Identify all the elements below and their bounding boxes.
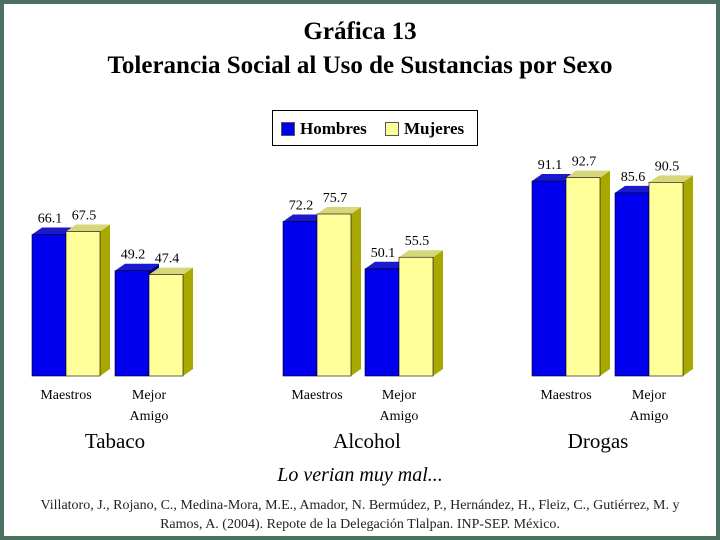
- data-label-mujeres-2: 75.7: [323, 191, 348, 206]
- group-label-tabaco: Tabaco: [85, 429, 145, 453]
- bar-top-hombres-4: [532, 174, 576, 182]
- bar-hombres-0: [31, 234, 67, 377]
- bar-top-hombres-0: [32, 227, 76, 235]
- legend-swatch-hombres: [281, 122, 295, 136]
- data-label-hombres-5: 85.6: [621, 170, 646, 185]
- bar-top-hombres-2: [283, 214, 327, 222]
- bar-top-mujeres-5: [649, 175, 693, 183]
- data-label-mujeres-5: 90.5: [655, 159, 680, 174]
- bar-mujeres-1: [148, 274, 184, 377]
- bar-top-mujeres-2: [317, 207, 361, 215]
- category-label-4-0: Maestros: [540, 388, 591, 403]
- category-label-3-1: Amigo: [380, 409, 419, 424]
- bar-side-mujeres-1: [183, 267, 193, 376]
- bar-hombres-1: [114, 270, 150, 377]
- category-label-3-0: Mejor: [382, 388, 417, 403]
- bar-mujeres-4: [565, 177, 601, 377]
- bar-side-mujeres-2: [351, 207, 361, 376]
- data-label-hombres-0: 66.1: [38, 212, 63, 227]
- bar-side-mujeres-4: [600, 170, 610, 376]
- data-label-mujeres-3: 55.5: [405, 234, 430, 249]
- bar-top-hombres-1: [115, 263, 159, 271]
- bar-side-mujeres-0: [100, 224, 110, 376]
- legend-label-hombres: Hombres: [300, 119, 367, 138]
- bar-mujeres-5: [648, 182, 684, 377]
- legend-swatch-mujeres: [385, 122, 399, 136]
- data-label-mujeres-0: 67.5: [72, 209, 97, 224]
- legend: Hombres Mujeres: [272, 110, 478, 146]
- bar-mujeres-0: [65, 231, 101, 377]
- data-label-mujeres-1: 47.4: [155, 252, 180, 267]
- category-label-0-0: Maestros: [40, 388, 91, 403]
- category-label-1-1: Amigo: [130, 409, 169, 424]
- source-citation: Villatoro, J., Rojano, C., Medina-Mora, …: [40, 498, 680, 532]
- bar-top-mujeres-1: [149, 267, 193, 275]
- bar-side-mujeres-5: [683, 175, 693, 376]
- bar-hombres-5: [614, 192, 650, 377]
- bar-mujeres-2: [316, 213, 352, 377]
- bar-hombres-4: [531, 180, 567, 377]
- bar-top-mujeres-3: [399, 250, 443, 258]
- data-label-hombres-2: 72.2: [289, 198, 314, 213]
- bar-top-hombres-5: [615, 185, 659, 193]
- bar-top-mujeres-4: [566, 170, 610, 178]
- data-label-hombres-3: 50.1: [371, 246, 396, 261]
- group-label-drogas: Drogas: [568, 429, 629, 453]
- bar-hombres-2: [282, 221, 318, 377]
- chart-title: Gráfica 13: [303, 18, 417, 45]
- bar-top-hombres-3: [365, 261, 409, 269]
- bar-hombres-3: [364, 268, 400, 377]
- chart-caption: Lo verian muy mal...: [277, 464, 443, 486]
- bar-top-mujeres-0: [66, 224, 110, 232]
- category-label-5-1: Amigo: [630, 409, 669, 424]
- legend-item-mujeres: Mujeres: [385, 119, 464, 139]
- data-label-hombres-1: 49.2: [121, 248, 146, 263]
- category-label-2-0: Maestros: [291, 388, 342, 403]
- category-label-5-0: Mejor: [632, 388, 667, 403]
- chart-subtitle-title: Tolerancia Social al Uso de Sustancias p…: [107, 52, 613, 79]
- data-label-hombres-4: 91.1: [538, 158, 563, 173]
- bar-side-mujeres-3: [433, 250, 443, 376]
- bar-mujeres-3: [398, 256, 434, 377]
- group-label-alcohol: Alcohol: [333, 429, 401, 453]
- data-label-mujeres-4: 92.7: [572, 155, 597, 170]
- legend-item-hombres: Hombres: [281, 119, 367, 139]
- category-label-1-0: Mejor: [132, 388, 167, 403]
- legend-label-mujeres: Mujeres: [404, 119, 465, 138]
